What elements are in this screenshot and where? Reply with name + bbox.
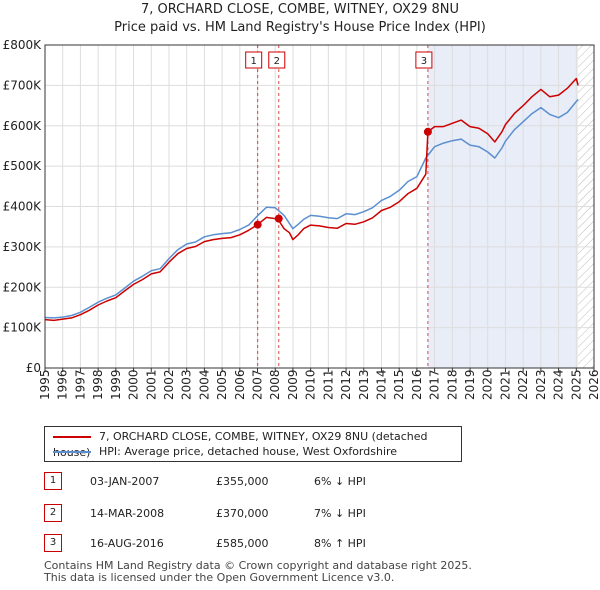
legend: 7, ORCHARD CLOSE, COMBE, WITNEY, OX29 8N… [44,426,462,462]
x-tick-label: 2000 [127,369,141,400]
sale-price: £355,000 [216,475,269,488]
sale-hpi-diff: 7% ↓ HPI [314,507,366,520]
x-tick-label: 2018 [445,369,459,400]
sale-point [253,220,262,229]
legend-swatch-hpi [53,451,91,453]
x-tick-label: 1996 [56,369,70,400]
y-tick-label: £300K [3,240,43,254]
x-tick-label: 1995 [38,369,52,400]
legend-item-property: 7, ORCHARD CLOSE, COMBE, WITNEY, OX29 8N… [53,429,461,459]
chart-area: 1 2 3 £0 £100K £200K £300K £400K £500K £600K £700K… [3,38,600,400]
x-tick-label: 2001 [144,369,158,400]
x-tick-label: 2002 [162,369,176,400]
x-tick-label: 2023 [534,369,548,400]
x-tick-label: 2008 [268,369,282,400]
legend-label-property: 7, ORCHARD CLOSE, COMBE, WITNEY, OX29 8N… [53,430,428,459]
y-tick-label: £800K [3,38,43,52]
sale-label: 2 [274,56,280,67]
plot-frame [44,44,595,369]
x-tick-label: 2025 [569,369,583,400]
x-tick-label: 2011 [321,369,335,400]
x-tick-label: 2026 [587,369,600,400]
x-tick-label: 2020 [481,369,495,400]
sale-label: 1 [251,56,257,67]
sale-label-box [268,51,286,69]
table-row: 2 14-MAR-2008 £370,000 7% ↓ HPI [44,504,444,524]
y-tick-label: £0 [26,361,41,375]
x-tick-label: 2021 [498,369,512,400]
table-row: 3 16-AUG-2016 £585,000 8% ↑ HPI [44,534,444,554]
chart-subtitle: Price paid vs. HM Land Registry's House … [114,20,486,35]
x-tick-label: 2012 [339,369,353,400]
sale-badge: 2 [44,504,62,522]
sale-point [274,214,283,223]
footer-copyright: Contains HM Land Registry data © Crown c… [44,559,472,572]
series-line-hpi [44,98,579,319]
price-chart: 1 2 3 £0 £100K £200K £300K £400K £500K £600K £700K… [3,38,600,400]
y-tick-label: £100K [3,321,43,335]
sale-point [423,127,432,136]
x-tick-label: 2005 [215,369,229,400]
x-tick-label: 2010 [304,369,318,400]
sale-badge: 3 [44,534,62,552]
x-tick-label: 2019 [463,369,477,400]
x-tick-label: 2004 [197,369,211,400]
footer: Contains HM Land Registry data © Crown c… [44,560,472,584]
legend-label-hpi: HPI: Average price, detached house, West… [99,445,398,458]
y-tick-label: £700K [3,78,43,92]
x-tick-label: 2003 [180,369,194,400]
sale-date: 03-JAN-2007 [90,475,160,488]
sale-label-box [415,51,433,69]
x-tick-label: 2016 [410,369,424,400]
x-tick-label: 2006 [233,369,247,400]
sale-badge: 1 [44,472,62,490]
x-tick-label: 2015 [392,369,406,400]
x-tick-label: 2024 [552,369,566,400]
x-tick-label: 2017 [428,369,442,400]
sale-price: £370,000 [216,507,269,520]
sale-hpi-diff: 8% ↑ HPI [314,537,366,550]
table-row: 1 03-JAN-2007 £355,000 6% ↓ HPI [44,472,444,492]
sale-date: 16-AUG-2016 [90,537,164,550]
y-tick-label: £500K [3,159,43,173]
sale-hpi-diff: 6% ↓ HPI [314,475,366,488]
sale-date: 14-MAR-2008 [90,507,165,520]
y-tick-label: £600K [3,119,43,133]
sale-label-box [245,51,263,69]
x-tick-label: 1998 [91,369,105,400]
footer-licence: This data is licensed under the Open Gov… [44,571,395,584]
y-tick-label: £200K [3,280,43,294]
x-tick-label: 2013 [357,369,371,400]
x-tick-label: 2014 [374,369,388,400]
legend-swatch-property [53,436,91,438]
x-tick-label: 2009 [286,369,300,400]
x-tick-label: 1999 [109,369,123,400]
x-tick-label: 1997 [73,369,87,400]
x-tick-label: 2007 [251,369,265,400]
y-tick-label: £400K [3,200,43,214]
chart-title: 7, ORCHARD CLOSE, COMBE, WITNEY, OX29 8N… [140,2,460,17]
series-line-property [44,77,579,322]
sale-price: £585,000 [216,537,269,550]
legend-item-hpi: HPI: Average price, detached house, West… [53,444,397,460]
sale-label: 3 [421,56,427,67]
x-tick-label: 2022 [516,369,530,400]
